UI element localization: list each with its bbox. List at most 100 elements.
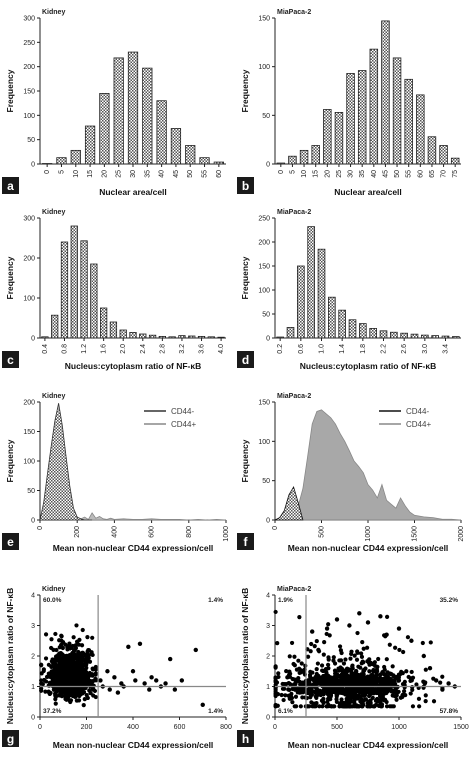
scatter-point (372, 660, 377, 665)
bar (311, 145, 320, 165)
scatter-point (410, 704, 416, 709)
scatter-point (329, 704, 334, 709)
scatter-point (396, 677, 401, 682)
x-tick-label: 600 (174, 724, 186, 731)
scatter-point (322, 640, 327, 645)
scatter-point (306, 691, 312, 696)
bar (276, 336, 284, 339)
scatter-point (378, 614, 383, 619)
bar (41, 336, 49, 339)
bar (286, 327, 295, 339)
bar (452, 336, 460, 339)
y-axis-label: Frequency (5, 439, 15, 482)
scatter-point (93, 672, 98, 677)
scatter-point (428, 640, 433, 645)
scatter-point (349, 649, 354, 654)
bar (185, 145, 196, 165)
scatter-point (335, 677, 340, 683)
scatter-point (390, 693, 395, 698)
scatter-point (414, 682, 419, 687)
bar (439, 145, 448, 165)
legend-label: CD44- (406, 407, 429, 416)
scatter-point (377, 679, 382, 684)
x-tick-label: 50 (187, 170, 194, 178)
scatter-point (307, 704, 312, 709)
scatter-point (390, 688, 395, 693)
scatter-point (287, 654, 292, 659)
y-tick-label: 100 (258, 439, 270, 446)
scatter-point (68, 692, 73, 697)
scatter-point (397, 647, 402, 653)
scatter-point (54, 647, 59, 653)
bar (119, 329, 127, 339)
scatter-point (408, 677, 414, 683)
scatter-point (79, 643, 85, 648)
panel-letter-box (2, 351, 19, 368)
scatter-point (391, 704, 396, 709)
x-tick-label: 0 (278, 170, 285, 174)
scatter-point (387, 642, 392, 647)
x-tick-label: 5 (58, 170, 65, 174)
x-tick-label: 35 (359, 170, 366, 178)
scatter-point (378, 686, 383, 691)
scatter-point (58, 656, 63, 662)
y-tick-label: 100 (23, 113, 35, 120)
scatter-point (354, 669, 359, 674)
scatter-point (397, 672, 403, 677)
scatter-point (344, 704, 349, 709)
scatter-point (85, 656, 91, 661)
scatter-point (330, 677, 336, 682)
scatter-point (295, 678, 300, 683)
scatter-point (76, 651, 81, 656)
scatter-point (93, 694, 98, 700)
y-tick-label: 3 (31, 623, 35, 630)
scatter-point (346, 692, 351, 697)
y-tick-label: 0 (266, 162, 270, 169)
scatter-point (381, 676, 387, 681)
x-tick-label: 45 (173, 170, 180, 178)
scatter-point (57, 670, 62, 675)
scatter-point (76, 677, 82, 682)
x-tick-label: 35 (144, 170, 151, 178)
legend-label: CD44+ (171, 420, 196, 429)
scatter-point (431, 699, 437, 704)
x-tick-label: 15 (313, 170, 320, 178)
bar (431, 335, 439, 339)
scatter-point (384, 704, 390, 709)
panel-letter: g (7, 732, 14, 746)
scatter-point (350, 704, 355, 709)
scatter-point (154, 678, 159, 683)
quadrant-label-bottom-left: 6.1% (278, 708, 293, 715)
quadrant-label-bottom-right: 57.8% (440, 708, 459, 715)
bar (421, 334, 429, 339)
bar (207, 336, 215, 339)
scatter-point (74, 681, 79, 687)
x-tick-label: 60 (216, 170, 223, 178)
y-tick-label: 0 (31, 518, 35, 525)
scatter-point (365, 700, 370, 706)
scatter-point (359, 651, 364, 656)
panel-title: MiaPaca-2 (277, 586, 311, 593)
scatter-point (39, 678, 44, 683)
scatter-point (70, 643, 75, 649)
scatter-point (400, 692, 406, 697)
scatter-point (308, 695, 313, 700)
quadrant-label-top-left: 1.9% (278, 597, 293, 604)
scatter-point (402, 689, 407, 694)
x-tick-label: 1000 (365, 526, 372, 542)
scatter-point (329, 682, 334, 687)
scatter-point (163, 681, 168, 686)
scatter-point (372, 704, 377, 709)
scatter-point (331, 689, 336, 695)
scatter-point (416, 696, 422, 701)
legend-label: CD44- (171, 407, 194, 416)
scatter-point (325, 662, 331, 667)
x-tick-label: 30 (348, 170, 355, 178)
scatter-point (322, 676, 328, 681)
scatter-point (371, 676, 376, 681)
scatter-point (312, 702, 317, 708)
scatter-point (333, 671, 338, 676)
x-tick-label: 1500 (412, 526, 419, 542)
scatter-point (147, 687, 152, 692)
scatter-point (53, 631, 58, 637)
